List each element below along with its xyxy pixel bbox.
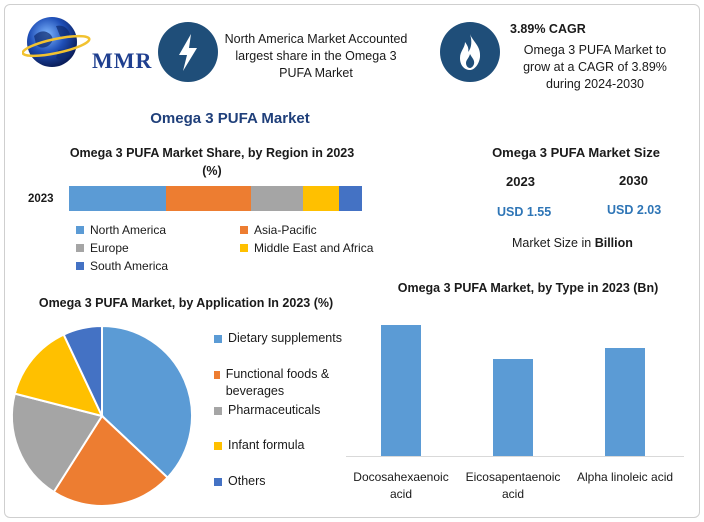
pie-slice-4: [62, 324, 103, 417]
flame-icon: [460, 34, 481, 70]
region-stacked-bar: [69, 186, 362, 211]
region-legend-item: Middle East and Africa: [240, 241, 373, 255]
application-legend-item: Dietary supplements: [214, 330, 364, 347]
globe-logo-icon: [21, 17, 91, 67]
legend-swatch: [214, 407, 222, 415]
market-size-year-2030: 2030: [619, 173, 648, 188]
north-america-share-text: North America Market Accounted largest s…: [224, 32, 408, 80]
legend-label: Asia-Pacific: [254, 223, 317, 237]
region-segment-1: [165, 186, 251, 211]
type-bar-0: [381, 325, 421, 456]
legend-swatch: [76, 262, 84, 270]
cagr-title: 3.89% CAGR: [510, 22, 586, 36]
market-size-unit-bold: Billion: [594, 236, 633, 250]
type-chart-x-axis: [346, 456, 684, 457]
application-pie-chart: [11, 324, 193, 507]
legend-swatch: [240, 226, 248, 234]
legend-label: Functional foods & beverages: [225, 367, 330, 398]
region-legend-item: Europe: [76, 241, 129, 255]
market-size-title: Omega 3 PUFA Market Size: [492, 145, 660, 160]
legend-label: Middle East and Africa: [254, 241, 374, 255]
lightning-badge: [158, 22, 218, 82]
market-size-value-2030: USD 2.03: [607, 203, 662, 217]
legend-swatch: [76, 226, 84, 234]
legend-label: North America: [90, 223, 167, 237]
type-bar-1: [493, 358, 533, 456]
market-size-value-2023: USD 1.55: [497, 205, 552, 219]
pie-slice-2: [11, 392, 104, 494]
region-chart-category: 2023: [28, 193, 54, 205]
lightning-icon: [179, 34, 197, 71]
application-legend-item: Infant formula: [214, 437, 364, 454]
legend-label: Dietary supplements: [228, 331, 342, 345]
region-legend-item: Asia-Pacific: [240, 223, 317, 237]
market-size-unit-prefix: Market Size in: [512, 236, 592, 250]
market-size-unit: Market Size in Billion: [512, 236, 633, 250]
application-legend-item: Functional foods & beverages: [214, 366, 344, 400]
application-chart-title: Omega 3 PUFA Market, by Application In 2…: [38, 296, 334, 310]
legend-swatch: [214, 371, 220, 379]
region-segment-2: [250, 186, 304, 211]
type-chart-title: Omega 3 PUFA Market, by Type in 2023 (Bn…: [397, 281, 659, 295]
region-segment-0: [69, 186, 166, 211]
page-title: Omega 3 PUFA Market: [150, 110, 310, 127]
application-legend-item: Pharmaceuticals: [214, 402, 364, 419]
legend-label: Others: [228, 474, 266, 488]
legend-swatch: [214, 478, 222, 486]
cagr-text: Omega 3 PUFA Market to grow at a CAGR of…: [523, 43, 667, 91]
pie-slice-3: [13, 333, 104, 418]
mmr-logo: MMR: [21, 10, 151, 80]
legend-swatch: [76, 244, 84, 252]
region-legend-item: North America: [76, 223, 166, 237]
application-legend-item: Others: [214, 473, 364, 490]
type-bar-2: [605, 348, 645, 456]
legend-label: South America: [90, 259, 169, 273]
logo-text: MMR: [92, 48, 153, 73]
pie-slice-0: [101, 324, 193, 480]
type-category-label: Alpha linoleic acid: [576, 470, 674, 484]
region-segment-3: [303, 186, 339, 211]
legend-label: Pharmaceuticals: [228, 403, 321, 417]
flame-badge: [440, 22, 500, 82]
pie-slice-1: [52, 414, 170, 507]
legend-label: Europe: [90, 241, 129, 255]
region-legend-item: South America: [76, 259, 168, 273]
type-category-label: Eicosapentaenoic acid: [465, 470, 561, 501]
type-category-label: Docosahexaenoic acid: [353, 470, 449, 501]
region-segment-4: [338, 186, 362, 211]
legend-swatch: [214, 335, 222, 343]
market-size-year-2023: 2023: [506, 174, 535, 189]
legend-swatch: [240, 244, 248, 252]
region-chart-title: Omega 3 PUFA Market Share, by Region in …: [69, 146, 355, 178]
legend-swatch: [214, 442, 222, 450]
legend-label: Infant formula: [228, 438, 305, 452]
